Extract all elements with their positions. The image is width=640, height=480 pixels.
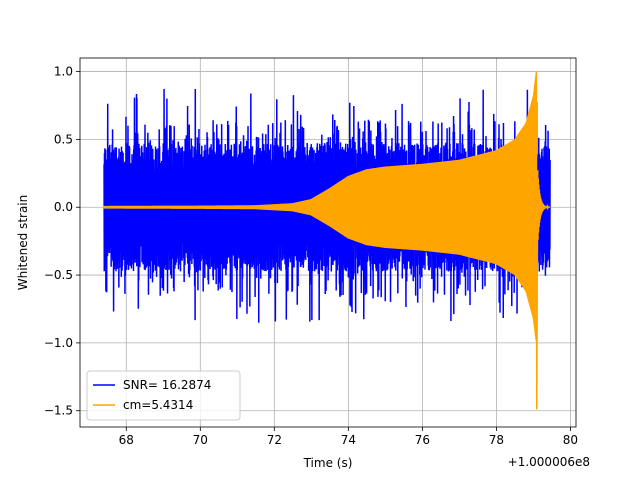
series-layer <box>103 71 551 410</box>
legend-label-cm: cm=5.4314 <box>123 398 193 412</box>
x-tick-label: 80 <box>563 433 578 447</box>
legend-label-snr: SNR= 16.2874 <box>123 378 211 392</box>
y-tick-label: 1.0 <box>54 65 73 79</box>
x-tick-label: 76 <box>415 433 430 447</box>
x-tick-label: 74 <box>341 433 356 447</box>
y-tick-label: 0.0 <box>54 200 73 214</box>
y-axis-title: Whitened strain <box>16 195 30 291</box>
y-tick-label: 0.5 <box>54 132 73 146</box>
x-tick-label: 78 <box>489 433 504 447</box>
x-tick-label: 70 <box>193 433 208 447</box>
legend: SNR= 16.2874 cm=5.4314 <box>86 370 241 421</box>
x-tick-label: 72 <box>267 433 282 447</box>
y-tick-label: −0.5 <box>44 268 73 282</box>
x-tick-label: 68 <box>119 433 134 447</box>
y-tick-label: −1.0 <box>44 336 73 350</box>
y-tick-label: −1.5 <box>44 404 73 418</box>
x-axis: 68 70 72 74 76 78 80 <box>119 427 578 447</box>
y-axis: −1.5 −1.0 −0.5 0.0 0.5 1.0 <box>44 65 80 418</box>
x-axis-title: Time (s) <box>303 456 353 470</box>
legend-box <box>86 370 241 421</box>
series-cm-line <box>103 71 551 410</box>
x-offset-label: +1.000006e8 <box>508 455 590 469</box>
plot-frame <box>79 57 577 428</box>
